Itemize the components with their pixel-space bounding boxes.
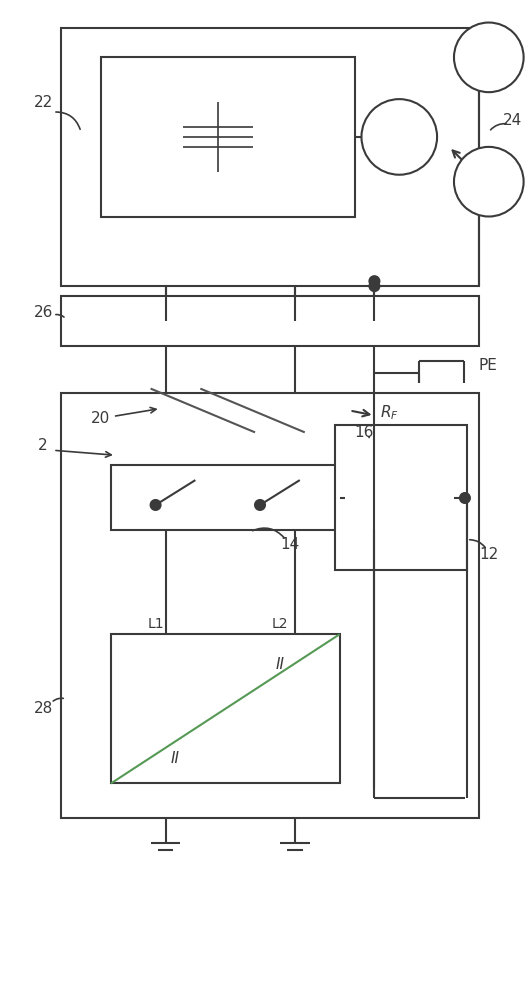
Text: II: II [171,751,180,766]
Text: II: II [276,657,285,672]
Text: 14: 14 [280,537,299,552]
Bar [345,440,454,555]
Bar [335,425,467,570]
Bar [101,57,355,217]
Circle shape [454,147,523,217]
Circle shape [454,23,523,92]
Bar [61,393,479,818]
Bar [61,28,479,286]
Circle shape [460,493,470,503]
Text: L2: L2 [271,617,288,631]
Text: L1: L1 [147,617,164,631]
Text: 16: 16 [355,425,374,440]
Bar [61,296,479,346]
Circle shape [369,276,379,286]
Circle shape [361,99,437,175]
Text: 28: 28 [34,701,53,716]
Circle shape [369,281,379,291]
Bar [111,465,340,530]
Text: 12: 12 [479,547,499,562]
Circle shape [150,500,160,510]
Text: 22: 22 [34,95,53,110]
Text: 20: 20 [91,411,110,426]
Text: 2: 2 [38,438,48,453]
Bar [111,634,340,783]
Text: 26: 26 [34,305,53,320]
Circle shape [255,500,265,510]
Text: PE: PE [479,358,498,373]
Text: 24: 24 [503,113,522,128]
Text: $R_F$: $R_F$ [380,403,399,422]
Text: M: M [390,128,408,146]
